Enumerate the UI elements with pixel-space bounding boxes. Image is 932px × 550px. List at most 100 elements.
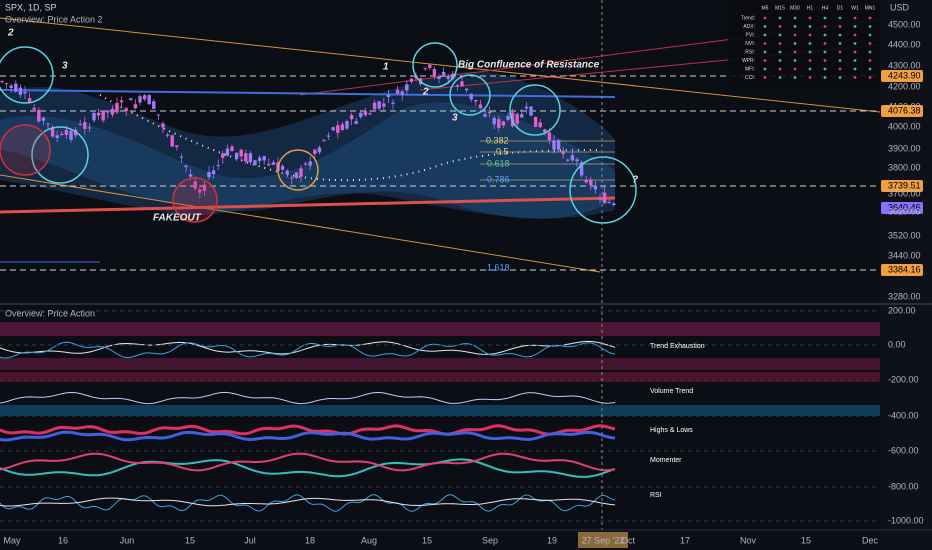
price-label: 4300.00 bbox=[888, 60, 921, 70]
currency: USD bbox=[890, 2, 910, 12]
status-dot bbox=[778, 33, 782, 37]
candle bbox=[290, 177, 294, 179]
candle bbox=[294, 172, 299, 179]
candle bbox=[441, 71, 446, 75]
price-label: 3440.00 bbox=[888, 250, 921, 260]
status-dot bbox=[823, 67, 827, 71]
time-label: 15 bbox=[185, 535, 195, 545]
status-dot bbox=[838, 59, 842, 62]
table-row: NVI: bbox=[745, 41, 755, 47]
time-label: Sep bbox=[482, 535, 498, 545]
candle bbox=[579, 162, 584, 176]
status-dot bbox=[763, 33, 767, 37]
candle bbox=[64, 129, 69, 135]
candle bbox=[69, 130, 73, 140]
candle bbox=[41, 117, 46, 121]
table-column: H4 bbox=[822, 5, 829, 11]
candle bbox=[129, 98, 133, 101]
candle bbox=[515, 113, 519, 124]
time-label: Jun bbox=[120, 535, 135, 545]
status-dot bbox=[838, 42, 842, 45]
candle bbox=[78, 124, 82, 126]
candle bbox=[193, 181, 197, 189]
status-dot bbox=[868, 16, 872, 20]
pane-label: RSI bbox=[650, 492, 662, 499]
price-label: 3739.51 bbox=[888, 180, 921, 190]
dotted-curve bbox=[99, 94, 601, 182]
candle bbox=[520, 114, 524, 118]
candle bbox=[451, 73, 455, 80]
status-dot bbox=[853, 25, 857, 28]
candle bbox=[156, 114, 161, 116]
candle bbox=[391, 102, 395, 104]
candle bbox=[248, 153, 253, 163]
pane-axis-label: 0.00 bbox=[888, 339, 906, 349]
candle bbox=[552, 140, 556, 150]
candle bbox=[184, 165, 188, 168]
price-tag bbox=[881, 70, 923, 82]
candle bbox=[262, 156, 266, 161]
candle bbox=[543, 129, 547, 133]
candle bbox=[612, 203, 616, 206]
table-row: WPR: bbox=[742, 58, 755, 64]
pane-axis-label: 200.00 bbox=[888, 305, 916, 315]
time-label: Jul bbox=[244, 535, 256, 545]
candle bbox=[211, 170, 216, 174]
fib-label: 1.618 bbox=[487, 262, 510, 272]
candle bbox=[179, 156, 184, 158]
candle bbox=[349, 115, 354, 120]
table-row: CCI: bbox=[745, 75, 755, 81]
candle bbox=[37, 109, 41, 122]
price-label: 3384.16 bbox=[888, 264, 921, 274]
candle bbox=[303, 163, 308, 165]
candle bbox=[340, 124, 345, 131]
pane-axis-label: -400.00 bbox=[888, 410, 919, 420]
status-dot bbox=[808, 33, 812, 37]
price-label: 3520.00 bbox=[888, 230, 921, 240]
candle bbox=[257, 157, 262, 161]
status-dot bbox=[778, 76, 782, 79]
pane-axis-label: -600.00 bbox=[888, 445, 919, 455]
candle bbox=[96, 112, 101, 116]
status-dot bbox=[763, 42, 767, 45]
candle bbox=[46, 123, 50, 125]
candle bbox=[602, 192, 607, 204]
status-dot bbox=[793, 59, 797, 62]
price-tag bbox=[881, 202, 923, 214]
price-tag bbox=[881, 264, 923, 276]
candle bbox=[409, 78, 414, 82]
candle bbox=[32, 107, 36, 110]
candle bbox=[510, 112, 515, 127]
price-label: 4243.90 bbox=[888, 70, 921, 80]
candle bbox=[87, 127, 92, 129]
candle bbox=[506, 115, 510, 120]
status-dot bbox=[778, 16, 782, 20]
candle bbox=[464, 88, 469, 91]
candle bbox=[317, 147, 322, 153]
candle bbox=[83, 121, 87, 129]
candle bbox=[529, 106, 533, 116]
candle bbox=[382, 103, 386, 107]
candle bbox=[18, 87, 23, 95]
status-dot bbox=[838, 67, 842, 71]
candle bbox=[188, 174, 193, 177]
candle bbox=[147, 95, 151, 105]
exhaustion-line bbox=[0, 341, 616, 359]
rsi-line bbox=[0, 494, 616, 512]
status-dot bbox=[838, 33, 842, 37]
time-label: May bbox=[3, 535, 21, 545]
candle bbox=[253, 160, 257, 165]
candle bbox=[9, 85, 13, 88]
band bbox=[0, 372, 880, 382]
candle bbox=[460, 81, 464, 87]
volume-line bbox=[0, 391, 616, 405]
status-dot bbox=[868, 33, 872, 37]
candle bbox=[423, 68, 427, 70]
time-tag bbox=[578, 532, 628, 548]
status-dot bbox=[868, 59, 872, 62]
status-dot bbox=[823, 76, 827, 79]
price-label: 3640.46 bbox=[888, 202, 921, 212]
status-dot bbox=[868, 76, 872, 79]
candle bbox=[570, 155, 575, 161]
status-dot bbox=[868, 25, 872, 28]
